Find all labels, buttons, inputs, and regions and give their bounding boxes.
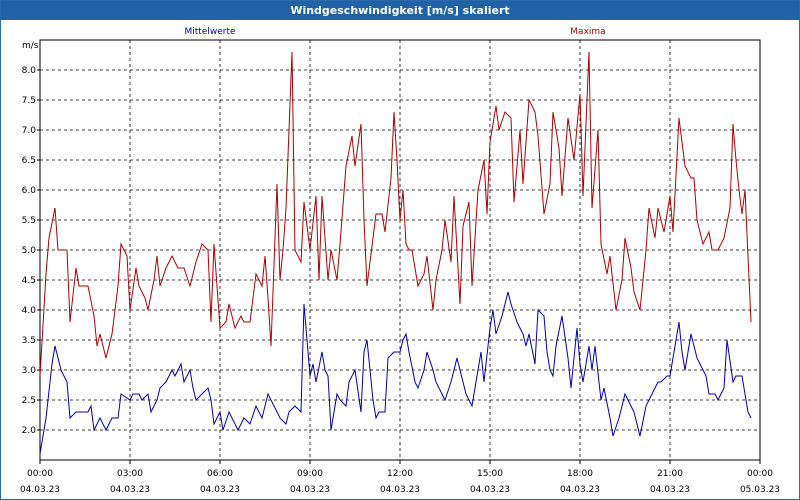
x-tick-time: 09:00 <box>297 469 323 479</box>
y-axis: 2.0 2.5 3.0 3.5 4.0 4.5 5.0 5.5 6.0 6.5 7.0 7.5 8.0 <box>22 66 40 436</box>
x-tick-time: 12:00 <box>387 469 413 479</box>
y-tick-label: 3.5 <box>22 336 36 346</box>
legend-maxima: Maxima <box>570 27 605 37</box>
x-tick-date: 04.03.23 <box>650 485 690 495</box>
x-tick-date: 05.03.23 <box>740 485 780 495</box>
y-tick-label: 2.5 <box>22 396 36 406</box>
series-line-mittelwerte <box>39 291 752 455</box>
x-tick-time: 00:00 <box>27 469 53 479</box>
y-tick-label: 3.0 <box>22 366 37 376</box>
y-tick-label: 4.5 <box>22 276 36 286</box>
y-tick-label: 2.0 <box>22 426 37 436</box>
series-lines <box>39 51 752 455</box>
x-tick-time: 18:00 <box>567 469 593 479</box>
series-line-maxima <box>39 51 752 377</box>
x-tick-date: 04.03.23 <box>380 485 420 495</box>
x-tick-date: 04.03.23 <box>20 485 60 495</box>
x-tick-date: 04.03.23 <box>110 485 150 495</box>
x-tick-time: 21:00 <box>657 469 683 479</box>
y-tick-label: 5.0 <box>22 246 37 256</box>
y-tick-label: 6.5 <box>22 156 36 166</box>
y-tick-label: 4.0 <box>22 306 37 316</box>
x-tick-time: 00:00 <box>747 469 773 479</box>
x-tick-date: 04.03.23 <box>200 485 240 495</box>
x-tick-time: 06:00 <box>207 469 233 479</box>
x-tick-time: 15:00 <box>477 469 503 479</box>
y-tick-label: 6.0 <box>22 186 37 196</box>
y-tick-label: 7.5 <box>22 96 36 106</box>
window-title: Windgeschwindigkeit [m/s] skaliert <box>1 1 799 20</box>
y-tick-label: 5.5 <box>22 216 36 226</box>
y-tick-label: 8.0 <box>22 66 37 76</box>
x-tick-date: 04.03.23 <box>470 485 510 495</box>
x-tick-date: 04.03.23 <box>290 485 330 495</box>
x-tick-date: 04.03.23 <box>560 485 600 495</box>
y-tick-label: 7.0 <box>22 126 37 136</box>
y-axis-label: m/s <box>22 41 39 51</box>
legend-mittelwerte: Mittelwerte <box>184 27 235 37</box>
x-tick-time: 03:00 <box>117 469 143 479</box>
x-axis: 00:00 04.03.23 03:00 04.03.23 06:00 04.03.23 0… <box>20 460 780 495</box>
